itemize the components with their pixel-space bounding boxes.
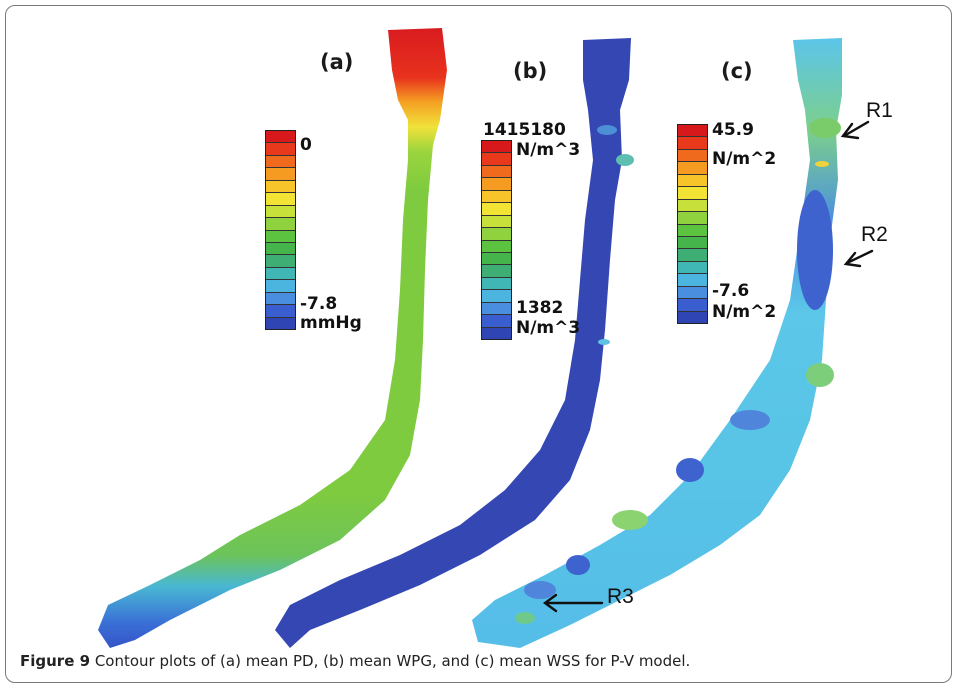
colorbar-c-min: -7.6 xyxy=(712,281,750,301)
colorbar-c xyxy=(677,124,708,324)
colorbar-swatch xyxy=(678,199,707,213)
colorbar-b xyxy=(481,140,512,340)
caption-text: Contour plots of (a) mean PD, (b) mean W… xyxy=(94,652,691,670)
colorbar-swatch xyxy=(482,252,511,266)
colorbar-a xyxy=(265,130,296,330)
colorbar-swatch xyxy=(266,168,295,181)
colorbar-swatch xyxy=(266,131,295,144)
colorbar-swatch xyxy=(678,162,707,175)
arrow-r3-icon xyxy=(542,593,604,613)
colorbar-swatch xyxy=(266,193,295,206)
colorbar-b-min: 1382 xyxy=(516,298,564,318)
colorbar-swatch xyxy=(266,143,295,156)
colorbar-swatch xyxy=(678,249,707,262)
colorbar-swatch xyxy=(678,236,707,250)
colorbar-swatch xyxy=(482,290,511,303)
colorbar-swatch xyxy=(482,327,511,339)
colorbar-swatch xyxy=(482,240,511,253)
colorbar-swatch xyxy=(266,230,295,243)
colorbar-swatch xyxy=(482,153,511,166)
colorbar-swatch xyxy=(482,277,511,291)
caption-figure-number: Figure 9 xyxy=(20,652,91,670)
colorbar-swatch xyxy=(678,125,707,138)
colorbar-swatch xyxy=(266,255,295,268)
colorbar-swatch xyxy=(678,212,707,225)
colorbar-swatch xyxy=(266,205,295,219)
colorbar-swatch xyxy=(266,267,295,281)
colorbar-swatch xyxy=(678,187,707,200)
vessel-b xyxy=(275,38,631,648)
colorbar-swatch xyxy=(266,292,295,306)
vessel-c xyxy=(472,38,842,648)
colorbar-swatch xyxy=(266,280,295,293)
colorbar-swatch xyxy=(266,218,295,231)
colorbar-swatch xyxy=(482,228,511,241)
colorbar-a-max: 0 xyxy=(300,135,312,155)
colorbar-b-unit-min: N/m^3 xyxy=(516,318,581,338)
colorbar-swatch xyxy=(266,242,295,256)
colorbar-a-min: -7.8 xyxy=(300,294,338,314)
panel-label-b: (b) xyxy=(513,59,548,83)
colorbar-swatch xyxy=(678,149,707,163)
arrow-r1-icon xyxy=(840,120,870,140)
colorbar-swatch xyxy=(678,286,707,300)
colorbar-swatch xyxy=(678,299,707,312)
colorbar-swatch xyxy=(678,137,707,150)
panel-label-c: (c) xyxy=(721,59,753,83)
colorbar-swatch xyxy=(266,305,295,318)
colorbar-c-unit-min: N/m^2 xyxy=(712,302,777,322)
colorbar-c-max: 45.9 xyxy=(712,120,754,140)
vessel-a xyxy=(98,28,447,648)
arrow-r2-icon xyxy=(843,249,874,268)
colorbar-swatch xyxy=(482,178,511,191)
colorbar-swatch xyxy=(678,224,707,237)
colorbar-swatch xyxy=(482,141,511,154)
colorbar-a-unit: mmHg xyxy=(300,313,362,333)
colorbar-swatch xyxy=(266,155,295,169)
colorbar-swatch xyxy=(482,165,511,179)
colorbar-swatch xyxy=(266,180,295,194)
panel-label-a: (a) xyxy=(320,50,354,74)
colorbar-swatch xyxy=(482,215,511,229)
region-label-r1: R1 xyxy=(866,99,893,122)
colorbar-swatch xyxy=(266,317,295,329)
colorbar-swatch xyxy=(678,311,707,323)
region-label-r3: R3 xyxy=(607,585,634,608)
colorbar-swatch xyxy=(678,174,707,188)
colorbar-swatch xyxy=(482,203,511,216)
colorbar-swatch xyxy=(482,190,511,204)
colorbar-swatch xyxy=(482,302,511,316)
colorbar-swatch xyxy=(678,274,707,287)
colorbar-swatch xyxy=(678,261,707,275)
colorbar-c-unit-max: N/m^2 xyxy=(712,149,777,169)
colorbar-b-unit-max: N/m^3 xyxy=(516,140,581,160)
figure-caption: Figure 9 Contour plots of (a) mean PD, (… xyxy=(20,652,690,670)
colorbar-b-max: 1415180 xyxy=(483,120,566,140)
colorbar-swatch xyxy=(482,265,511,278)
colorbar-swatch xyxy=(482,315,511,328)
region-label-r2: R2 xyxy=(861,223,888,246)
